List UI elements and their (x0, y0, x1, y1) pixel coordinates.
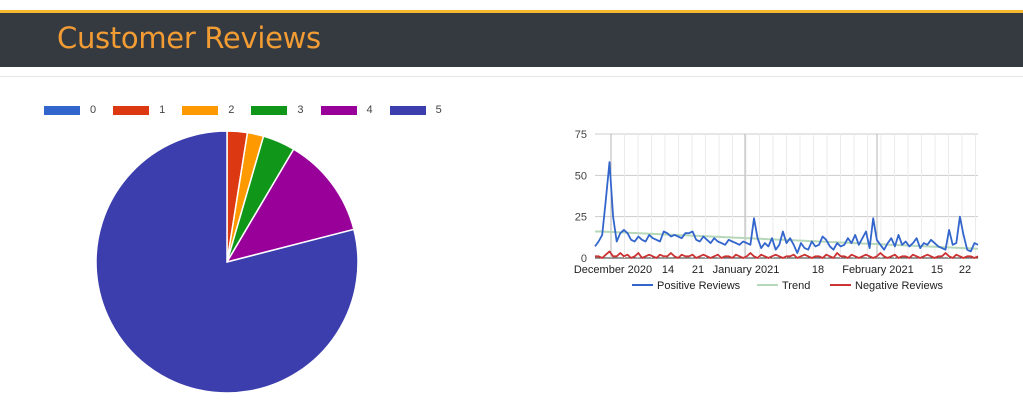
pie-slice-4 (225, 148, 355, 264)
legend-swatch (113, 105, 150, 115)
x-tick-label: January 2021 (713, 264, 780, 276)
page-header: Customer Reviews (0, 10, 1023, 67)
legend-label: 2 (228, 104, 235, 116)
legend-item-3: 3 (251, 104, 304, 116)
x-tick-label: 18 (812, 264, 824, 276)
legend-swatch (251, 105, 288, 115)
legend-label: 4 (366, 104, 373, 116)
x-tick-label: 21 (692, 264, 704, 276)
y-tick-label: 25 (575, 212, 587, 224)
x-tick-label: 14 (662, 264, 674, 276)
legend-swatch (320, 105, 357, 115)
legend-label: 1 (159, 104, 166, 116)
y-tick-label: 50 (575, 170, 587, 182)
legend-swatch (44, 105, 80, 115)
x-tick-label: 22 (959, 264, 971, 276)
series-line-0 (594, 161, 979, 254)
pie-legend: 0 1 2 3 4 5 (44, 104, 459, 116)
legend-item-5: 5 (389, 104, 442, 116)
header-divider (0, 76, 1023, 77)
page-title: Customer Reviews (57, 21, 321, 55)
pie-chart (95, 130, 359, 394)
x-tick-label: December 2020 (574, 264, 652, 276)
legend-swatch (182, 105, 219, 115)
pie-slice-5 (95, 130, 359, 394)
legend-swatch (389, 105, 426, 115)
series-line-2 (595, 250, 979, 259)
line-legend-label: Positive Reviews (657, 280, 741, 292)
series-line-1 (595, 230, 979, 250)
legend-item-2: 2 (182, 104, 234, 116)
line-legend-label: Negative Reviews (855, 280, 944, 292)
x-tick-label: 15 (931, 264, 943, 276)
top-border (0, 0, 1023, 2)
legend-item-4: 4 (320, 104, 373, 116)
line-chart: 0 25 50 75 December 2020 14 21 January 2021 18 Fe… (574, 129, 979, 292)
y-tick-label: 75 (575, 129, 587, 141)
legend-label: 0 (90, 104, 97, 116)
legend-label: 3 (297, 104, 304, 116)
y-tick-label: 0 (581, 253, 587, 265)
legend-item-0: 0 (44, 104, 96, 116)
line-legend-label: Trend (782, 280, 810, 292)
legend-item-1: 1 (113, 104, 165, 116)
legend-label: 5 (435, 104, 442, 116)
x-tick-label: February 2021 (842, 264, 914, 276)
